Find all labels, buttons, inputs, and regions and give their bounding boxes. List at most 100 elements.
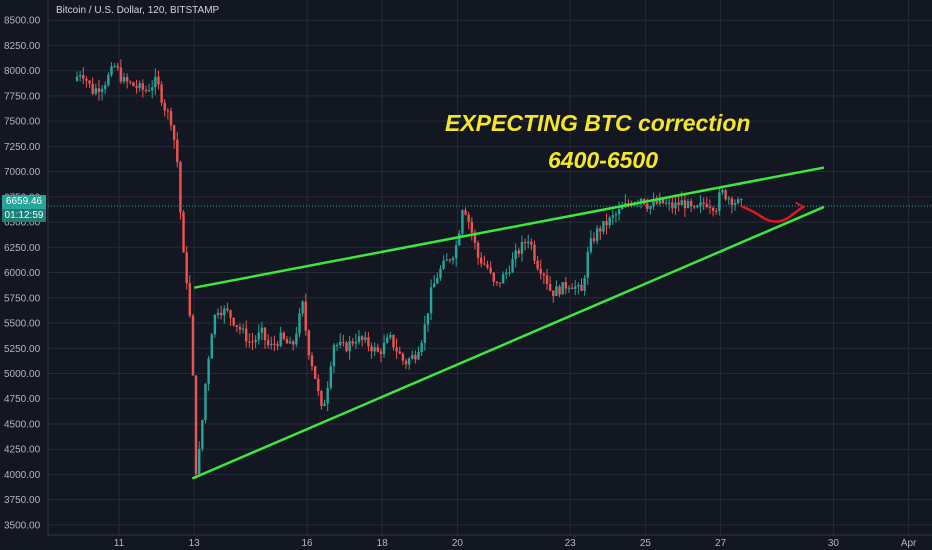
candle-body bbox=[426, 313, 430, 325]
candle-body bbox=[370, 346, 373, 352]
candle-body bbox=[639, 198, 643, 203]
candle-body bbox=[379, 351, 383, 354]
candle-body bbox=[420, 342, 423, 353]
candle-body bbox=[467, 214, 470, 222]
annotation-range: 6400-6500 bbox=[548, 147, 658, 173]
x-tick-label: 16 bbox=[301, 538, 313, 549]
x-tick-label: 13 bbox=[189, 538, 201, 549]
candle-body bbox=[163, 102, 166, 111]
candle-body bbox=[602, 221, 605, 232]
candle-body bbox=[464, 210, 467, 215]
candle-body bbox=[483, 263, 486, 265]
candle-body bbox=[288, 341, 292, 344]
candle-body bbox=[254, 339, 257, 342]
candle-body bbox=[423, 324, 427, 343]
candle-body bbox=[561, 282, 564, 295]
candle-body bbox=[135, 86, 138, 88]
candle-body bbox=[480, 257, 483, 264]
candle-body bbox=[411, 354, 414, 359]
candle-body bbox=[207, 358, 210, 384]
y-tick-label: 6250.00 bbox=[4, 243, 41, 254]
y-tick-label: 7250.00 bbox=[4, 142, 41, 153]
candle-body bbox=[210, 334, 213, 359]
candle-body bbox=[677, 202, 680, 205]
candle-body bbox=[533, 244, 536, 261]
candle-body bbox=[160, 84, 163, 103]
candle-body bbox=[386, 337, 389, 343]
candle-body bbox=[367, 337, 370, 347]
candle-body bbox=[733, 203, 737, 205]
candle-body bbox=[436, 278, 439, 284]
candle-body bbox=[75, 76, 79, 81]
candle-body bbox=[116, 66, 119, 68]
y-tick-label: 6000.00 bbox=[4, 268, 41, 279]
candle-body bbox=[442, 260, 445, 269]
candle-body bbox=[348, 341, 351, 352]
candle-body bbox=[683, 200, 687, 209]
candle-body bbox=[232, 317, 235, 326]
candle-body bbox=[329, 366, 333, 388]
candle-body bbox=[204, 383, 207, 421]
candle-body bbox=[417, 352, 420, 360]
candle-body bbox=[125, 77, 129, 82]
candle-body bbox=[301, 301, 304, 314]
candle-body bbox=[194, 375, 198, 475]
candle-body bbox=[357, 336, 361, 342]
candle-body bbox=[539, 268, 542, 274]
candle-body bbox=[555, 286, 558, 296]
y-tick-label: 4750.00 bbox=[4, 394, 41, 405]
candle-body bbox=[213, 314, 217, 335]
candle-body bbox=[169, 110, 173, 126]
candle-body bbox=[689, 201, 693, 207]
candle-body bbox=[715, 210, 718, 212]
candle-body bbox=[611, 215, 615, 218]
candle-body bbox=[129, 81, 132, 83]
candle-body bbox=[292, 341, 295, 345]
candle-body bbox=[652, 201, 655, 207]
candle-body bbox=[122, 77, 126, 82]
candle-body bbox=[392, 334, 395, 348]
candle-body bbox=[223, 308, 226, 316]
candle-body bbox=[608, 217, 611, 226]
candle-body bbox=[476, 242, 480, 258]
y-tick-label: 7500.00 bbox=[4, 117, 41, 128]
candle-body bbox=[592, 238, 596, 241]
candle-body bbox=[82, 75, 85, 79]
candle-body bbox=[718, 192, 721, 211]
candle-body bbox=[574, 286, 577, 289]
y-tick-label: 8500.00 bbox=[4, 16, 41, 27]
candle-body bbox=[182, 212, 185, 253]
candle-body bbox=[589, 238, 593, 253]
candle-body bbox=[492, 272, 495, 282]
chart-title: Bitcoin / U.S. Dollar, 120, BITSTAMP bbox=[56, 5, 220, 16]
candle-body bbox=[514, 250, 517, 260]
y-tick-label: 5000.00 bbox=[4, 369, 41, 380]
candle-body bbox=[614, 214, 618, 216]
candle-body bbox=[266, 340, 270, 346]
x-tick-label: 25 bbox=[640, 538, 652, 549]
candle-body bbox=[94, 88, 98, 94]
candle-body bbox=[257, 332, 260, 340]
candle-body bbox=[664, 202, 668, 204]
candle-body bbox=[91, 83, 94, 94]
y-tick-label: 4250.00 bbox=[4, 445, 41, 456]
candle-body bbox=[245, 328, 248, 342]
candle-body bbox=[345, 342, 348, 352]
candle-body bbox=[658, 197, 662, 204]
candle-body bbox=[708, 206, 712, 208]
candle-body bbox=[530, 241, 533, 245]
candle-body bbox=[711, 207, 715, 211]
candle-body bbox=[219, 312, 223, 316]
candle-body bbox=[229, 310, 232, 318]
candle-body bbox=[458, 233, 461, 246]
candle-body bbox=[147, 90, 151, 92]
candle-body bbox=[586, 252, 589, 278]
candle-body bbox=[740, 199, 743, 201]
candle-body bbox=[686, 201, 690, 209]
candle-body bbox=[398, 351, 401, 354]
candle-body bbox=[373, 347, 376, 352]
candle-body bbox=[508, 272, 511, 274]
candle-body bbox=[583, 277, 586, 291]
candle-body bbox=[445, 259, 448, 261]
